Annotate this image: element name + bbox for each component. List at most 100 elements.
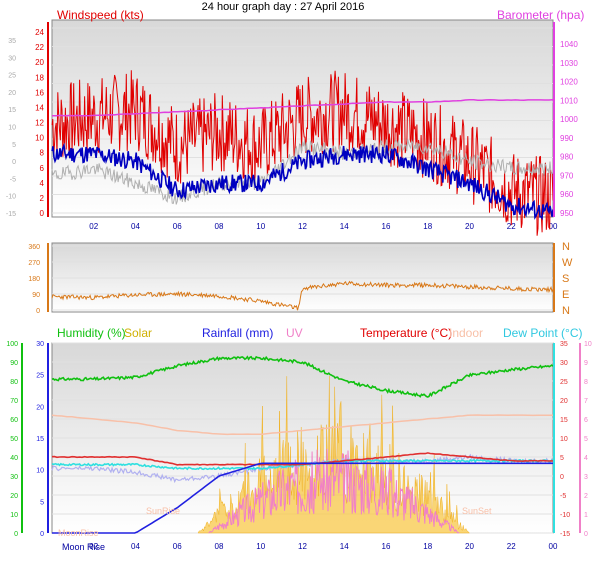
page-title: 24 hour graph day : 27 April 2016	[202, 1, 365, 13]
bottom-x-tick: 08	[215, 542, 224, 551]
bottom-x-tick: 00	[549, 542, 558, 551]
compass-label: S	[562, 273, 569, 285]
uv-tick: 6	[584, 417, 588, 424]
top-temp-tick: 25	[8, 73, 16, 80]
top-x-tick: 22	[507, 222, 516, 231]
moonrise-x-annotation: Moon Rise	[62, 542, 105, 552]
direction-tick: 360	[28, 244, 40, 251]
bottom-x-tick: 18	[423, 542, 432, 551]
temperature-tick: 35	[560, 341, 568, 348]
top-x-axis-ticks: 02 04 06 08 10 12 14 16 18 20 22 00	[89, 222, 558, 231]
bottom-x-tick: 02	[89, 542, 98, 551]
temperature-tick: 15	[560, 417, 568, 424]
top-baro-tick: 1040	[560, 40, 578, 49]
temperature-tick: -10	[560, 512, 570, 519]
top-baro-tick: 950	[560, 209, 574, 218]
top-x-tick: 18	[423, 222, 432, 231]
humidity-tick: 40	[10, 455, 18, 462]
temperature-tick: 25	[560, 379, 568, 386]
sunset-annotation: SunSet	[462, 506, 492, 516]
top-x-tick: 12	[298, 222, 307, 231]
windspeed-axis-label: Windspeed (kts)	[57, 8, 144, 22]
barometer-axis-label: Barometer (hpa)	[497, 8, 584, 22]
top-baro-tick: 980	[560, 153, 574, 162]
bottom-x-tick: 06	[173, 542, 182, 551]
bottom-x-tick: 14	[340, 542, 349, 551]
temperature-tick: -5	[560, 493, 566, 500]
top-x-tick: 02	[89, 222, 98, 231]
wind-direction-series	[51, 280, 554, 311]
rain-tick: 25	[36, 373, 44, 380]
dewpoint-series	[51, 458, 554, 471]
moonrise-annotation: MoonRise	[58, 528, 99, 538]
temperature-tick: 5	[560, 455, 564, 462]
top-temp-tick: 35	[8, 38, 16, 45]
direction-tick: 180	[28, 276, 40, 283]
uv-tick: 3	[584, 474, 588, 481]
humidity-tick: 20	[10, 493, 18, 500]
top-temp-tick: 5	[12, 142, 16, 149]
temperature-tick: 30	[560, 360, 568, 367]
compass-label: N	[562, 305, 570, 317]
top-temp-tick: 30	[8, 55, 16, 62]
humidity-tick: 70	[10, 398, 18, 405]
bottom-x-tick: 04	[131, 542, 140, 551]
top-wind-tick: 24	[35, 28, 44, 37]
top-baro-axis-ticks: 1040 1030 1020 1010 1000 990 980 970 960 950	[560, 40, 578, 218]
uv-tick: 5	[584, 436, 588, 443]
top-wind-tick: 18	[35, 73, 44, 82]
bottom-x-tick: 16	[382, 542, 391, 551]
wind-gust-series	[51, 70, 554, 236]
barometer-series	[51, 99, 554, 117]
top-x-tick: 14	[340, 222, 349, 231]
humidity-tick: 60	[10, 417, 18, 424]
top-wind-tick: 20	[35, 58, 44, 67]
uv-tick: 0	[584, 531, 588, 538]
top-temp-tick: -15	[6, 211, 16, 218]
top-baro-tick: 1030	[560, 59, 578, 68]
sunrise-annotation: SunRise	[146, 506, 180, 516]
temperature-axis-ticks: 35 30 25 20 15 10 5 0 -5 -10 -15	[560, 341, 570, 538]
top-wind-tick: 16	[35, 88, 44, 97]
uv-tick: 10	[584, 341, 592, 348]
top-temp-tick: -5	[10, 176, 16, 183]
compass-label: W	[562, 257, 573, 269]
top-wind-tick: 4	[40, 179, 45, 188]
temperature-tick: -15	[560, 531, 570, 538]
rainfall-label: Rainfall (mm)	[202, 326, 273, 340]
top-wind-tick: 12	[35, 119, 44, 128]
top-temp-tick: 20	[8, 90, 16, 97]
humidity-tick: 100	[6, 341, 18, 348]
humidity-tick: 10	[10, 512, 18, 519]
humidity-tick: 30	[10, 474, 18, 481]
top-wind-tick: 10	[35, 134, 44, 143]
top-wind-tick: 0	[40, 209, 45, 218]
bottom-x-axis-ticks: 02 04 06 08 10 12 14 16 18 20 22 00	[89, 542, 558, 551]
direction-tick: 0	[36, 308, 40, 315]
humidity-tick: 50	[10, 436, 18, 443]
indoor-series	[51, 414, 553, 436]
temperature-tick: 10	[560, 436, 568, 443]
uv-tick: 8	[584, 379, 588, 386]
solar-label: Solar	[124, 326, 152, 340]
compass-label: E	[562, 289, 569, 301]
top-baro-tick: 970	[560, 171, 574, 180]
direction-tick: 90	[32, 292, 40, 299]
top-x-tick: 20	[465, 222, 474, 231]
uv-tick: 4	[584, 455, 588, 462]
rain-tick: 10	[36, 468, 44, 475]
rain-axis-ticks: 30 25 20 15 10 5 0	[36, 341, 44, 538]
top-wind-tick: 8	[40, 149, 45, 158]
top-wind-tick: 6	[40, 164, 45, 173]
top-temp-tick: 0	[12, 159, 16, 166]
gray-temperature-series	[51, 138, 554, 205]
top-temp-tick: 10	[8, 125, 16, 132]
dewpoint-label: Dew Point (°C)	[503, 326, 582, 340]
top-x-tick: 10	[256, 222, 265, 231]
rain-tick: 15	[36, 436, 44, 443]
top-panel-gridlines	[52, 27, 553, 214]
